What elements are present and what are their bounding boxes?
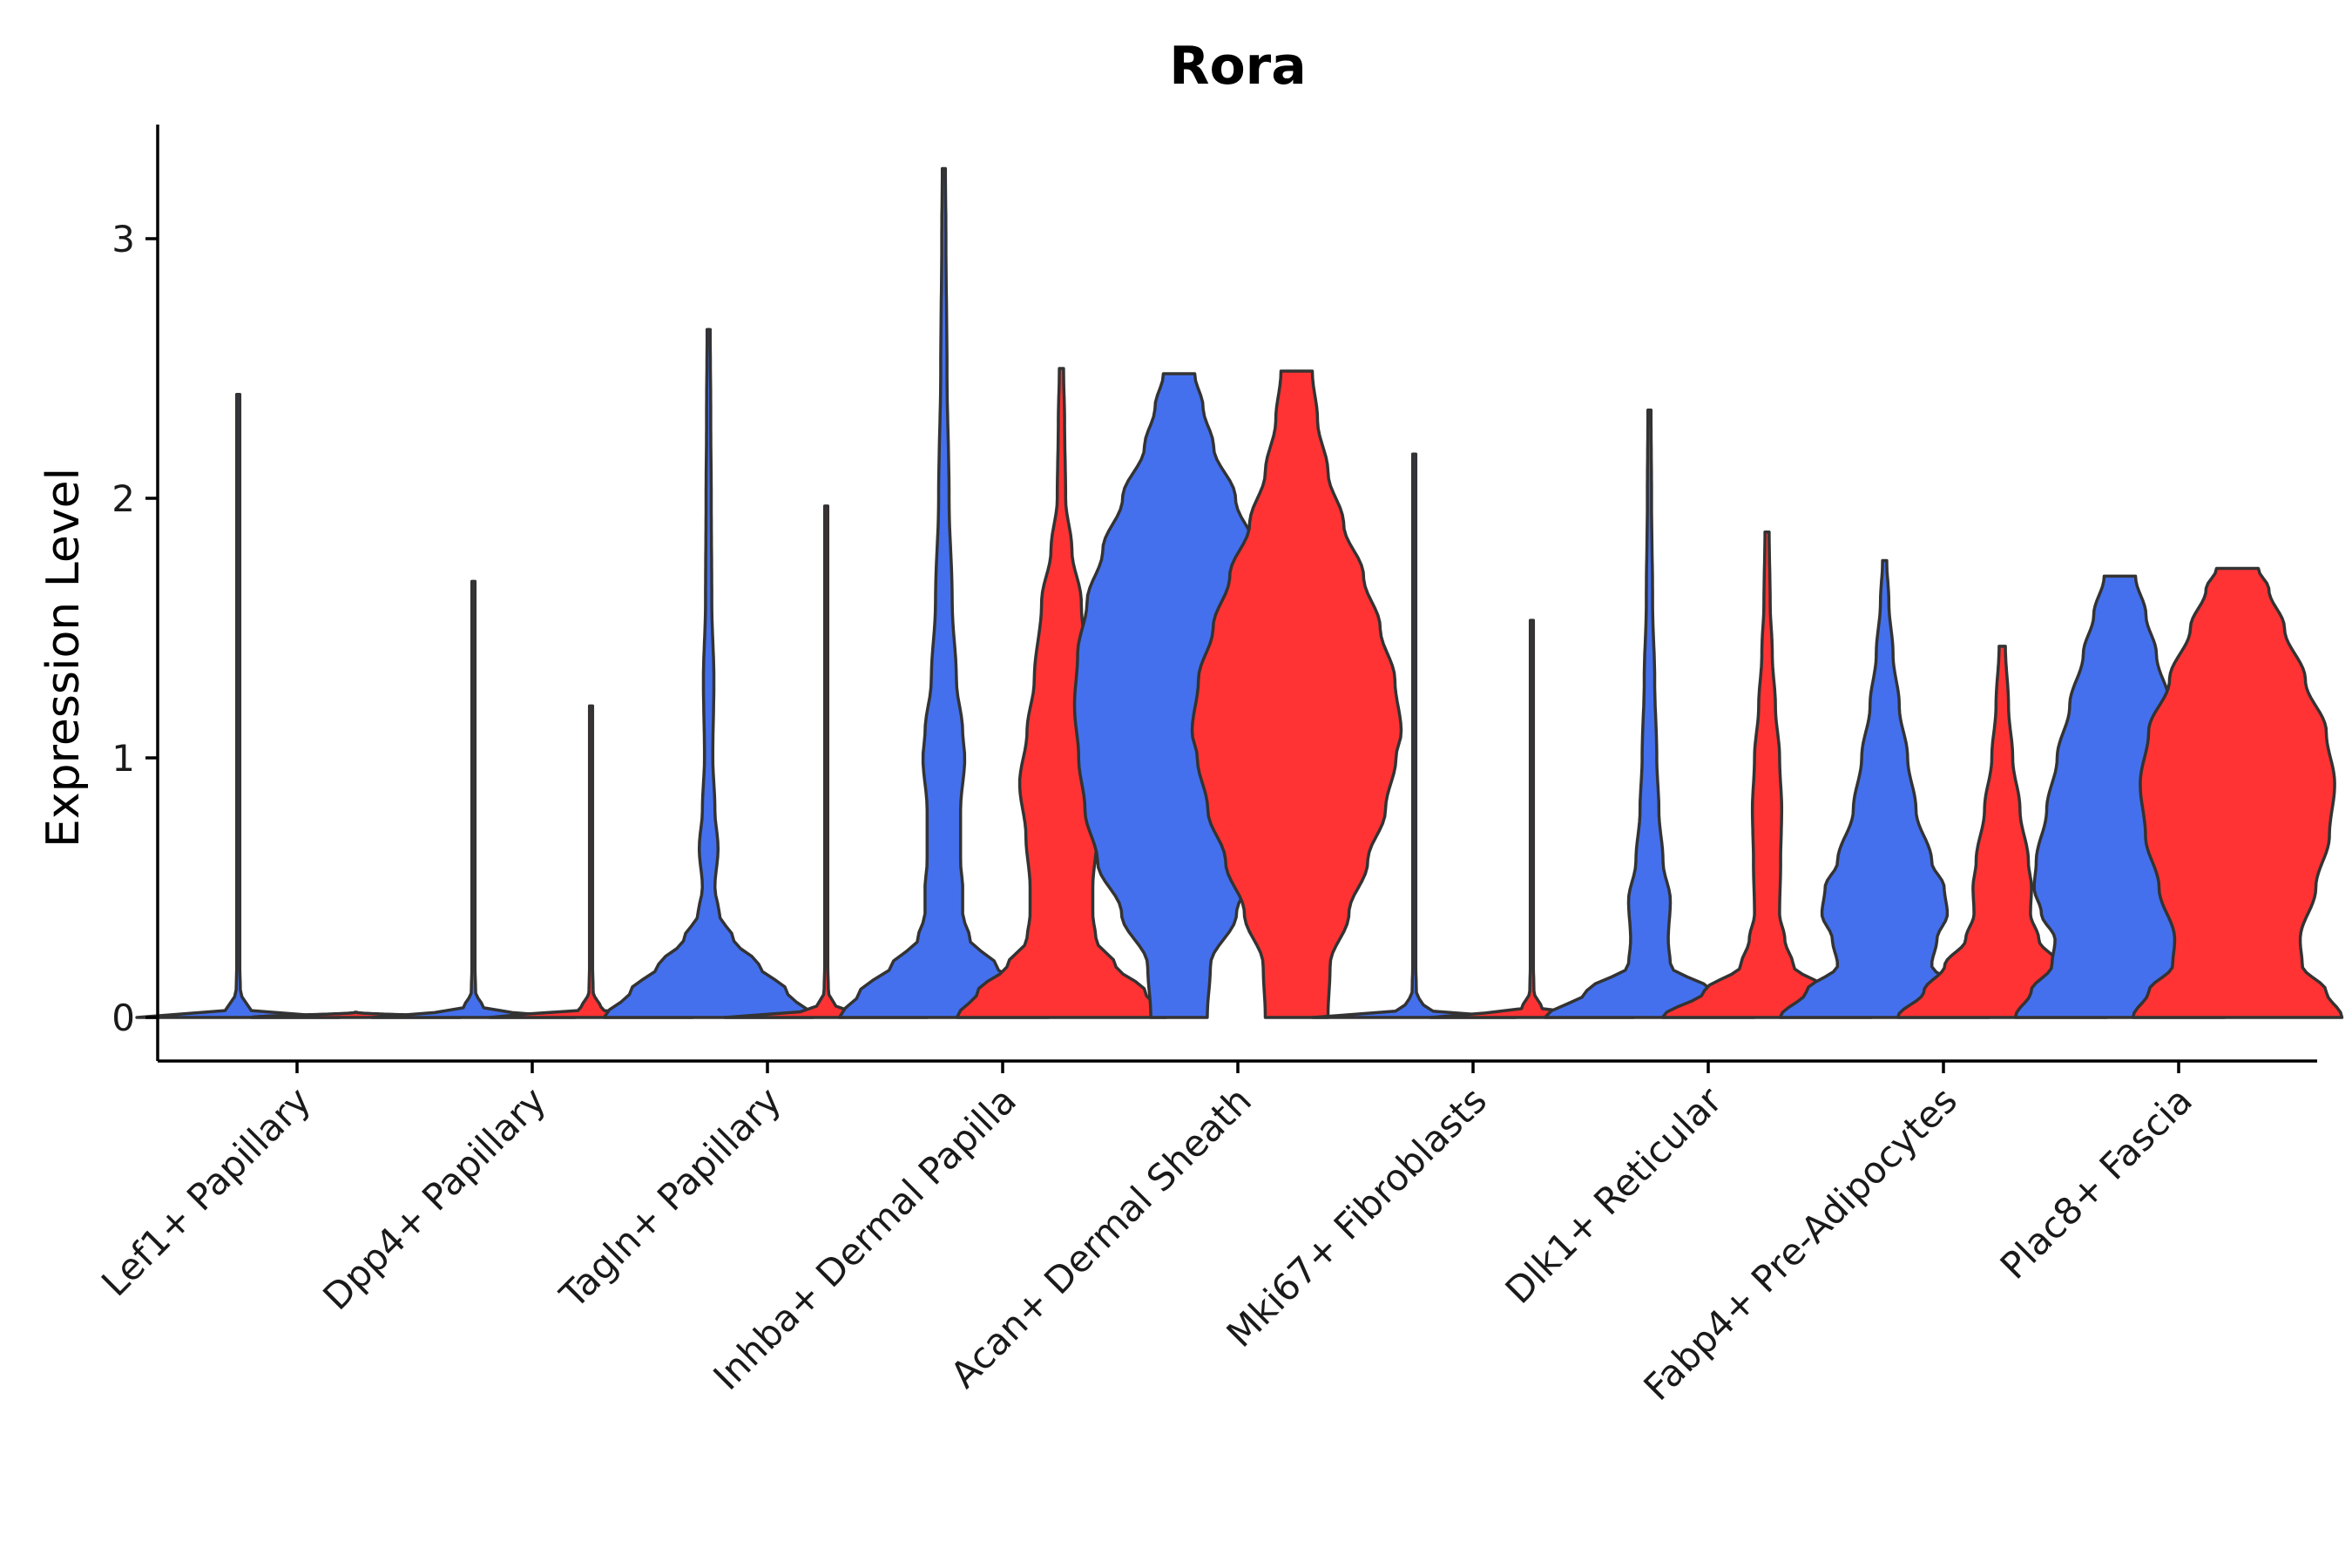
x-tick-label: Mki67+ Fibroblasts [1219, 1078, 1495, 1355]
y-tick-label: 1 [112, 737, 135, 780]
violin-group1-3 [837, 166, 1051, 1019]
violin-group [135, 166, 2344, 1019]
violin-group1-6 [1543, 408, 1756, 1019]
y-axis: 0 1 2 3 [112, 125, 159, 1061]
violin-group2-4 [1190, 369, 1403, 1019]
y-axis-label: Expression Level [37, 468, 90, 848]
x-tick-label: Lef1+ Papillary [93, 1078, 319, 1304]
x-tick-label: Tagln+ Papillary [551, 1078, 789, 1316]
violin-group2-6 [1660, 530, 1874, 1019]
violin-group2-5 [1429, 618, 1635, 1019]
violin-group2-7 [1896, 645, 2109, 1019]
chart-title: Rora [1169, 36, 1307, 97]
x-tick-label: Dlk1+ Reticular [1497, 1078, 1731, 1312]
y-tick-label: 3 [112, 218, 135, 260]
x-tick-label: Dpp4+ Papillary [314, 1078, 554, 1318]
y-tick-label: 0 [112, 997, 135, 1039]
x-tick-label: Plac8+ Fascia [1992, 1078, 2200, 1287]
violin-group2-1 [488, 704, 694, 1019]
violin-group1-7 [1778, 558, 1991, 1019]
violin-group1-5 [1311, 452, 1517, 1019]
violin-group1-1 [370, 579, 577, 1019]
violin-group2-8 [2131, 566, 2344, 1019]
y-tick-label: 2 [112, 477, 135, 520]
violin-group1-2 [602, 328, 815, 1019]
violin-group2-2 [723, 504, 929, 1019]
violin-group1-0 [135, 393, 341, 1019]
